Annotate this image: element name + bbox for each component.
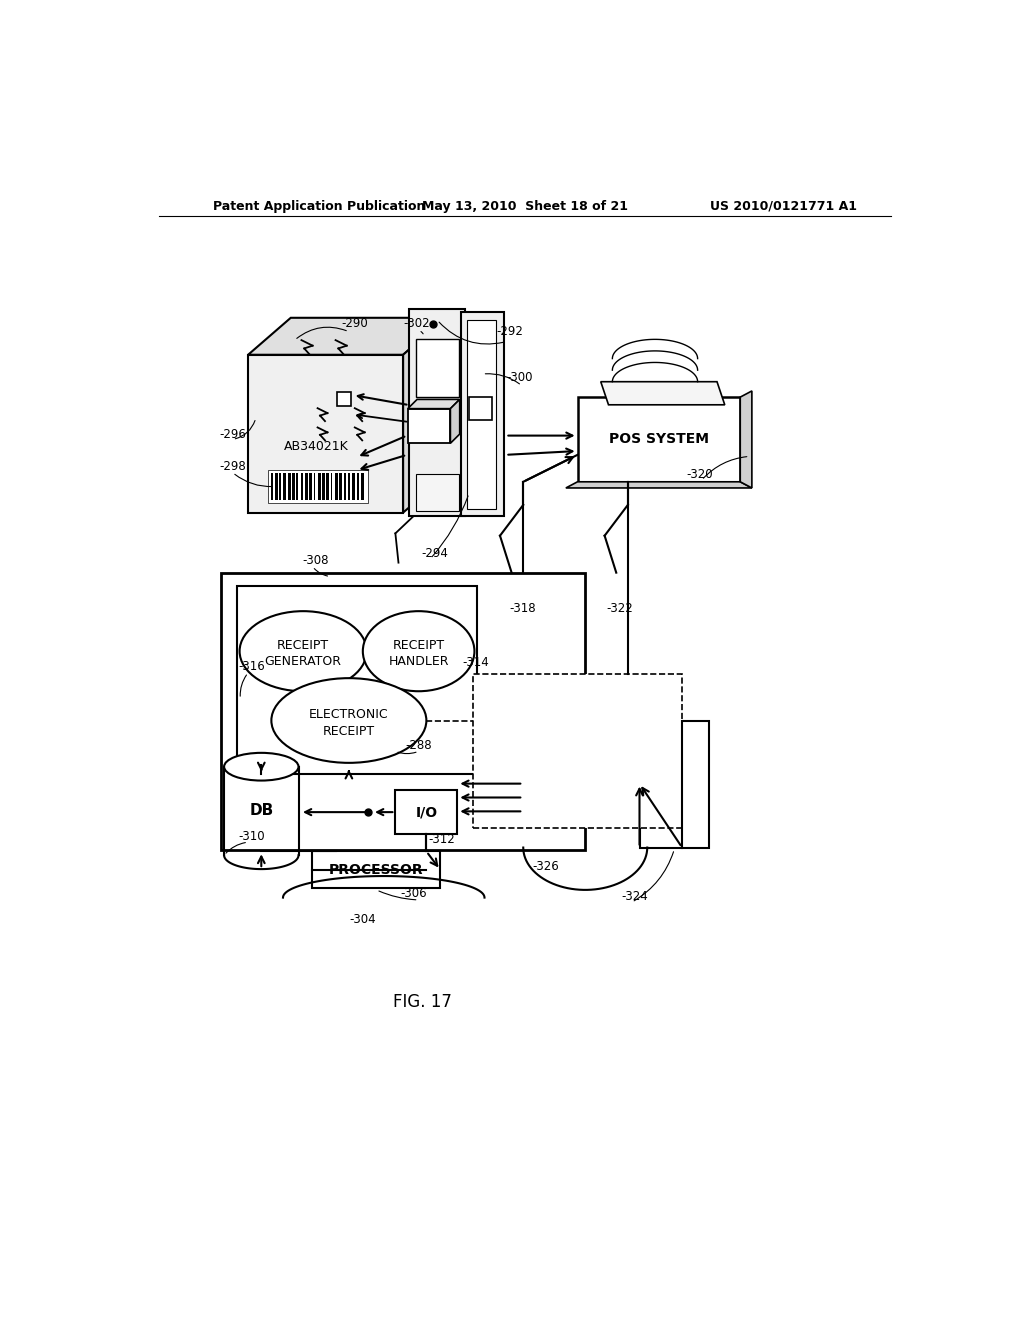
Bar <box>395 789 458 834</box>
Text: -308: -308 <box>302 554 329 566</box>
Bar <box>270 474 273 499</box>
Bar <box>408 409 451 444</box>
Text: -298: -298 <box>219 459 246 473</box>
Text: RECEIPT: RECEIPT <box>278 639 329 652</box>
Text: -326: -326 <box>532 861 559 874</box>
Bar <box>288 474 291 499</box>
Text: -324: -324 <box>622 890 648 903</box>
Bar <box>352 474 355 499</box>
Text: DB: DB <box>249 804 273 818</box>
Bar <box>331 474 333 499</box>
Polygon shape <box>403 318 445 512</box>
Text: ELECTRONIC: ELECTRONIC <box>309 708 389 721</box>
Polygon shape <box>740 391 752 488</box>
Bar <box>461 313 504 516</box>
Text: -312: -312 <box>429 833 456 846</box>
Text: RECEIPT: RECEIPT <box>392 639 444 652</box>
Polygon shape <box>408 400 460 409</box>
Bar <box>237 586 477 775</box>
Ellipse shape <box>224 752 299 780</box>
Bar <box>344 474 346 499</box>
Text: FIG. 17: FIG. 17 <box>393 993 452 1011</box>
Bar <box>327 474 329 499</box>
Bar <box>267 470 369 503</box>
Bar <box>337 392 351 405</box>
Bar <box>221 573 586 850</box>
Bar <box>274 474 278 499</box>
Ellipse shape <box>240 611 367 692</box>
Bar <box>339 474 342 499</box>
Bar <box>335 474 338 499</box>
Polygon shape <box>601 381 725 405</box>
Polygon shape <box>566 482 752 488</box>
Bar <box>284 474 286 499</box>
Bar <box>248 355 403 512</box>
Bar <box>578 397 740 482</box>
Text: -296: -296 <box>219 428 247 441</box>
Bar <box>309 474 312 499</box>
Text: AB34021K: AB34021K <box>284 440 349 453</box>
Text: I/O: I/O <box>416 805 437 820</box>
Text: POS SYSTEM: POS SYSTEM <box>609 433 709 446</box>
Text: -322: -322 <box>606 602 633 615</box>
Text: -318: -318 <box>509 602 536 615</box>
Bar <box>301 474 303 499</box>
Text: -304: -304 <box>349 912 376 925</box>
Bar <box>317 474 321 499</box>
Text: -288: -288 <box>406 739 432 751</box>
Text: PROCESSOR: PROCESSOR <box>329 863 424 876</box>
Text: -310: -310 <box>239 829 265 842</box>
Bar <box>356 474 359 499</box>
Bar <box>416 339 459 397</box>
Bar <box>313 474 315 499</box>
Text: Patent Application Publication: Patent Application Publication <box>213 199 426 213</box>
Bar <box>323 474 325 499</box>
Bar <box>360 474 364 499</box>
Text: -306: -306 <box>400 887 427 900</box>
Bar <box>640 721 710 847</box>
Text: -292: -292 <box>496 325 523 338</box>
Ellipse shape <box>271 678 426 763</box>
Bar <box>410 309 465 516</box>
Bar <box>312 851 440 888</box>
Bar <box>292 474 295 499</box>
Text: HANDLER: HANDLER <box>388 656 449 668</box>
Bar <box>469 397 493 420</box>
Bar <box>473 675 682 829</box>
Text: -294: -294 <box>421 546 447 560</box>
Text: -290: -290 <box>341 317 368 330</box>
Bar <box>348 474 349 499</box>
Bar <box>305 474 307 499</box>
Text: GENERATOR: GENERATOR <box>264 656 342 668</box>
Bar <box>280 474 281 499</box>
Text: -316: -316 <box>239 660 265 673</box>
Bar <box>416 474 459 511</box>
Text: -314: -314 <box>463 656 489 669</box>
Text: -302: -302 <box>403 317 430 330</box>
Text: -320: -320 <box>686 467 713 480</box>
Text: RECEIPT: RECEIPT <box>323 725 375 738</box>
Polygon shape <box>451 400 460 444</box>
Text: May 13, 2010  Sheet 18 of 21: May 13, 2010 Sheet 18 of 21 <box>422 199 628 213</box>
Text: US 2010/0121771 A1: US 2010/0121771 A1 <box>710 199 856 213</box>
Polygon shape <box>248 318 445 355</box>
Ellipse shape <box>362 611 474 692</box>
Bar <box>296 474 298 499</box>
Text: -300: -300 <box>506 371 532 384</box>
Bar <box>467 321 496 508</box>
